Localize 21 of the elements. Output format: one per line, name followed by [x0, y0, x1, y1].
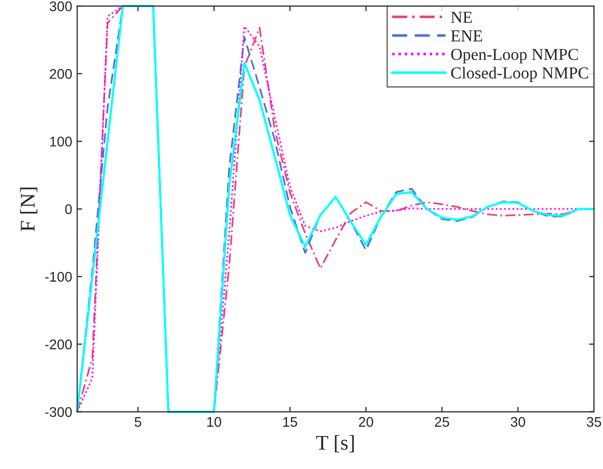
x-tick-label: 20 — [358, 417, 374, 427]
x-tick-label: 35 — [586, 417, 602, 427]
legend-label: Open-Loop NMPC — [451, 48, 578, 64]
y-tick-label: -200 — [45, 340, 72, 350]
x-axis-title: T [s] — [316, 435, 354, 452]
x-tick-label: 5 — [134, 417, 142, 427]
y-tick-label: 0 — [65, 204, 72, 214]
y-tick-label: 300 — [50, 1, 72, 12]
x-tick-label: 15 — [283, 417, 298, 427]
legend-label: ENE — [450, 30, 482, 42]
y-axis-title: F [N] — [20, 188, 38, 232]
y-tick-label: 200 — [50, 69, 72, 79]
x-tick-label: 25 — [434, 417, 450, 427]
x-tick-label: 30 — [510, 417, 526, 427]
legend-label: NE — [450, 12, 472, 23]
y-tick-label: 100 — [50, 136, 72, 146]
legend-label: Closed-Loop NMPC — [451, 66, 588, 82]
y-tick-label: -300 — [45, 407, 72, 417]
y-tick-label: -100 — [45, 272, 72, 282]
line-series — [76, 5, 595, 413]
x-tick-label: 10 — [207, 417, 222, 427]
